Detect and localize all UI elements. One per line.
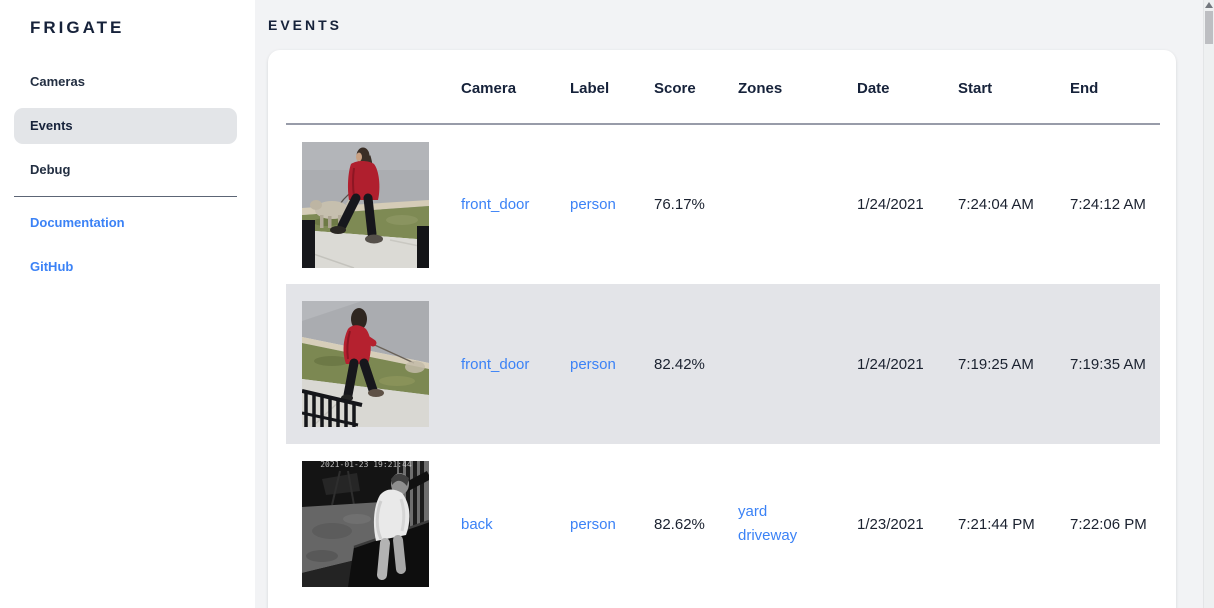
- sidebar-item-cameras[interactable]: Cameras: [30, 74, 85, 89]
- zones-cell: [738, 124, 857, 284]
- label-link[interactable]: person: [570, 355, 616, 373]
- table-row[interactable]: front_door person 82.42% 1/24/2021 7:19:…: [286, 284, 1160, 444]
- column-header-zones: Zones: [738, 50, 857, 125]
- svg-text:2021-01-23 19:21:44: 2021-01-23 19:21:44: [320, 461, 412, 469]
- column-header-thumbnail: [286, 50, 461, 125]
- camera-link[interactable]: back: [461, 515, 493, 533]
- start-time-value: 7:24:04 AM: [958, 196, 1034, 213]
- score-value: 82.42%: [654, 355, 705, 373]
- sidebar-nav: Cameras Events Debug Documentation GitHu…: [0, 64, 255, 285]
- sidebar-link-documentation[interactable]: Documentation: [30, 215, 125, 230]
- table-row[interactable]: 2021-01-23 19:21:44 back person 82.62% y…: [286, 444, 1160, 604]
- thumbnail-image-person-red-coat-dog: [302, 141, 429, 268]
- zone-link[interactable]: driveway: [738, 527, 798, 544]
- thumbnail-image-person-red-hoodie-dog: [302, 301, 429, 427]
- end-time-value: 7:24:12 AM: [1070, 196, 1146, 213]
- label-link[interactable]: person: [570, 515, 616, 533]
- zone-link[interactable]: yard: [738, 503, 768, 520]
- column-header-end: End: [1070, 50, 1160, 125]
- column-header-score: Score: [654, 50, 738, 125]
- score-value: 76.17%: [654, 196, 705, 213]
- label-link[interactable]: person: [570, 196, 616, 213]
- column-header-date: Date: [857, 50, 958, 125]
- events-card: Camera Label Score Zones Date Start End: [268, 50, 1176, 608]
- end-time-value: 7:22:06 PM: [1070, 515, 1147, 533]
- events-table: Camera Label Score Zones Date Start End: [286, 50, 1160, 604]
- event-thumbnail[interactable]: [302, 301, 429, 427]
- event-thumbnail[interactable]: [302, 141, 429, 268]
- scroll-up-arrow[interactable]: [1205, 2, 1213, 8]
- column-header-label: Label: [570, 50, 654, 125]
- main-content: EVENTS Camera Label Score Zones Date: [255, 0, 1214, 608]
- sidebar-item-debug[interactable]: Debug: [30, 162, 71, 177]
- event-thumbnail[interactable]: 2021-01-23 19:21:44: [302, 461, 429, 587]
- column-header-camera: Camera: [461, 50, 570, 125]
- zones-cell: yard driveway: [738, 444, 857, 604]
- sidebar-divider: [14, 196, 237, 197]
- camera-link[interactable]: front_door: [461, 196, 530, 213]
- column-header-start: Start: [958, 50, 1070, 125]
- sidebar-item-events[interactable]: Events: [14, 108, 237, 144]
- app-title: FRIGATE: [30, 18, 125, 37]
- date-value: 1/24/2021: [857, 196, 924, 213]
- start-time-value: 7:21:44 PM: [958, 515, 1035, 533]
- table-row[interactable]: front_door person 76.17% 1/24/2021 7:24:…: [286, 124, 1160, 284]
- sidebar-link-github[interactable]: GitHub: [30, 259, 74, 274]
- scrollbar-thumb[interactable]: [1205, 11, 1213, 44]
- sidebar: FRIGATE Cameras Events Debug Documentati…: [0, 0, 255, 608]
- thumbnail-image-person-night-infrared: 2021-01-23 19:21:44: [302, 461, 429, 587]
- page-scrollbar: [1203, 0, 1214, 608]
- score-value: 82.62%: [654, 515, 705, 533]
- date-value: 1/23/2021: [857, 515, 924, 533]
- table-header-row: Camera Label Score Zones Date Start End: [286, 50, 1160, 125]
- zones-cell: [738, 284, 857, 444]
- page-title: EVENTS: [268, 17, 343, 33]
- date-value: 1/24/2021: [857, 355, 924, 373]
- start-time-value: 7:19:25 AM: [958, 355, 1034, 373]
- end-time-value: 7:19:35 AM: [1070, 355, 1146, 373]
- camera-link[interactable]: front_door: [461, 355, 530, 373]
